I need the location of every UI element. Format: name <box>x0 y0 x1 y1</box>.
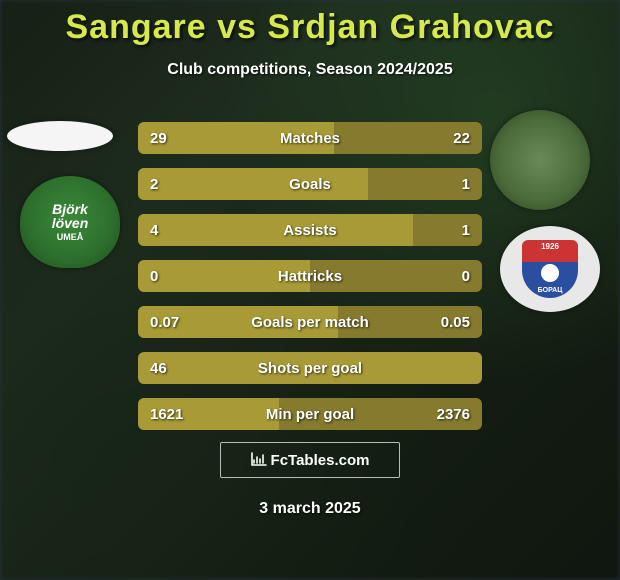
stat-bar-right: 0.05 <box>338 306 482 338</box>
stat-value-right: 0 <box>450 268 482 285</box>
stat-value-left: 29 <box>138 130 179 147</box>
stat-bar-left: 2 <box>138 168 368 200</box>
stat-bar-left: 46 <box>138 352 482 384</box>
stat-row: 0.070.05Goals per match <box>138 306 482 338</box>
stat-value-left: 4 <box>138 222 170 239</box>
stat-bar-left: 4 <box>138 214 413 246</box>
stat-row: 16212376Min per goal <box>138 398 482 430</box>
stat-value-right: 1 <box>450 176 482 193</box>
club-left-text-1: Björk <box>52 202 88 216</box>
stat-value-right: 1 <box>450 222 482 239</box>
stat-bars: 2922Matches21Goals41Assists00Hattricks0.… <box>138 122 482 444</box>
date-label: 3 march 2025 <box>0 500 620 518</box>
club-left-badge: Björk löven UMEÅ <box>20 176 120 268</box>
stat-value-left: 1621 <box>138 406 195 423</box>
club-left-text-3: UMEÅ <box>57 233 84 242</box>
brand-box[interactable]: FcTables.com <box>220 442 400 478</box>
stat-value-left: 2 <box>138 176 170 193</box>
chart-icon <box>251 452 267 469</box>
stat-value-left: 0.07 <box>138 314 191 331</box>
stat-bar-right: 0 <box>310 260 482 292</box>
stat-row: 00Hattricks <box>138 260 482 292</box>
stat-value-right: 2376 <box>425 406 482 423</box>
club-right-ball-icon <box>541 264 559 282</box>
comparison-card: Sangare vs Srdjan Grahovac Club competit… <box>0 0 620 580</box>
stat-row: 41Assists <box>138 214 482 246</box>
stat-bar-left: 1621 <box>138 398 279 430</box>
stat-bar-right: 1 <box>368 168 482 200</box>
page-title: Sangare vs Srdjan Grahovac <box>0 0 620 47</box>
stat-bar-left: 0.07 <box>138 306 338 338</box>
club-left-text-2: löven <box>52 216 89 230</box>
stat-bar-left: 29 <box>138 122 334 154</box>
player-right-avatar <box>490 110 590 210</box>
stat-row: 2922Matches <box>138 122 482 154</box>
club-right-name: БОРАЦ <box>538 287 563 294</box>
stat-value-right: 0.05 <box>429 314 482 331</box>
club-right-year: 1926 <box>541 242 559 251</box>
stat-row: 21Goals <box>138 168 482 200</box>
club-right-badge: 1926 БОРАЦ <box>500 226 600 312</box>
stat-bar-right: 22 <box>334 122 482 154</box>
stat-bar-left: 0 <box>138 260 310 292</box>
brand-text: FcTables.com <box>271 452 370 469</box>
stat-value-left: 46 <box>138 360 179 377</box>
club-right-shield: 1926 БОРАЦ <box>522 240 578 298</box>
player-left-avatar <box>7 121 113 151</box>
page-subtitle: Club competitions, Season 2024/2025 <box>0 61 620 79</box>
stat-bar-right: 2376 <box>279 398 482 430</box>
stat-row: 46Shots per goal <box>138 352 482 384</box>
stat-value-right: 22 <box>441 130 482 147</box>
club-right-banner: БОРАЦ <box>538 287 563 294</box>
stat-bar-right: 1 <box>413 214 482 246</box>
stat-value-left: 0 <box>138 268 170 285</box>
